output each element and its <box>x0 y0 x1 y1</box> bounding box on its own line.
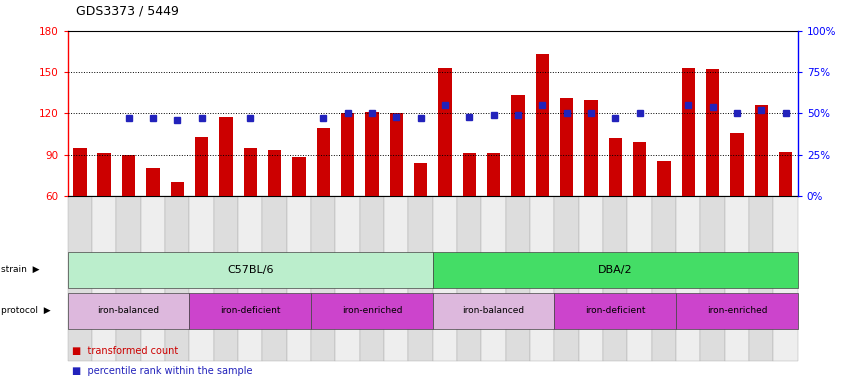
Bar <box>438 68 452 196</box>
Text: iron-balanced: iron-balanced <box>97 306 160 315</box>
FancyBboxPatch shape <box>700 196 725 361</box>
FancyBboxPatch shape <box>481 196 506 361</box>
FancyBboxPatch shape <box>725 196 749 361</box>
Bar <box>146 168 160 196</box>
FancyBboxPatch shape <box>554 196 579 361</box>
FancyBboxPatch shape <box>579 196 603 361</box>
Text: iron-enriched: iron-enriched <box>342 306 402 315</box>
Text: ■  transformed count: ■ transformed count <box>72 346 179 356</box>
Text: iron-enriched: iron-enriched <box>706 306 767 315</box>
FancyBboxPatch shape <box>190 196 214 361</box>
FancyBboxPatch shape <box>530 196 554 361</box>
Bar <box>779 152 793 196</box>
FancyBboxPatch shape <box>749 196 773 361</box>
Bar <box>755 105 768 196</box>
Text: protocol  ▶: protocol ▶ <box>1 306 51 315</box>
Text: C57BL/6: C57BL/6 <box>227 265 273 275</box>
Bar <box>316 128 330 196</box>
Bar <box>560 98 574 196</box>
FancyBboxPatch shape <box>335 196 360 361</box>
Bar <box>657 161 671 196</box>
Text: DBA/2: DBA/2 <box>598 265 633 275</box>
Bar <box>487 153 500 196</box>
Bar <box>195 137 208 196</box>
FancyBboxPatch shape <box>287 196 311 361</box>
Bar <box>122 155 135 196</box>
FancyBboxPatch shape <box>92 196 117 361</box>
FancyBboxPatch shape <box>506 196 530 361</box>
FancyBboxPatch shape <box>773 196 798 361</box>
FancyBboxPatch shape <box>360 196 384 361</box>
Bar <box>244 148 257 196</box>
Bar <box>414 163 427 196</box>
FancyBboxPatch shape <box>457 196 481 361</box>
Text: iron-deficient: iron-deficient <box>585 306 645 315</box>
Bar <box>97 153 111 196</box>
Bar <box>682 68 695 196</box>
Bar <box>268 151 281 196</box>
Bar <box>463 153 476 196</box>
FancyBboxPatch shape <box>140 196 165 361</box>
Bar <box>730 132 744 196</box>
Text: strain  ▶: strain ▶ <box>1 265 40 274</box>
Bar <box>389 113 403 196</box>
FancyBboxPatch shape <box>651 196 676 361</box>
FancyBboxPatch shape <box>165 196 190 361</box>
FancyBboxPatch shape <box>676 196 700 361</box>
FancyBboxPatch shape <box>628 196 651 361</box>
Bar <box>365 112 378 196</box>
Bar <box>73 148 86 196</box>
Bar <box>219 118 233 196</box>
Text: iron-balanced: iron-balanced <box>463 306 525 315</box>
Bar <box>608 138 622 196</box>
Bar <box>633 142 646 196</box>
Text: iron-deficient: iron-deficient <box>220 306 281 315</box>
Bar <box>706 69 719 196</box>
FancyBboxPatch shape <box>409 196 432 361</box>
FancyBboxPatch shape <box>214 196 238 361</box>
Text: GDS3373 / 5449: GDS3373 / 5449 <box>76 4 179 17</box>
FancyBboxPatch shape <box>311 196 335 361</box>
Bar <box>171 182 184 196</box>
FancyBboxPatch shape <box>432 196 457 361</box>
Bar <box>511 95 525 196</box>
FancyBboxPatch shape <box>603 196 628 361</box>
FancyBboxPatch shape <box>117 196 140 361</box>
Text: ■  percentile rank within the sample: ■ percentile rank within the sample <box>72 366 252 376</box>
Bar <box>536 54 549 196</box>
Bar <box>585 99 597 196</box>
FancyBboxPatch shape <box>68 196 92 361</box>
FancyBboxPatch shape <box>262 196 287 361</box>
FancyBboxPatch shape <box>238 196 262 361</box>
Bar <box>292 157 305 196</box>
FancyBboxPatch shape <box>384 196 409 361</box>
Bar <box>341 113 354 196</box>
